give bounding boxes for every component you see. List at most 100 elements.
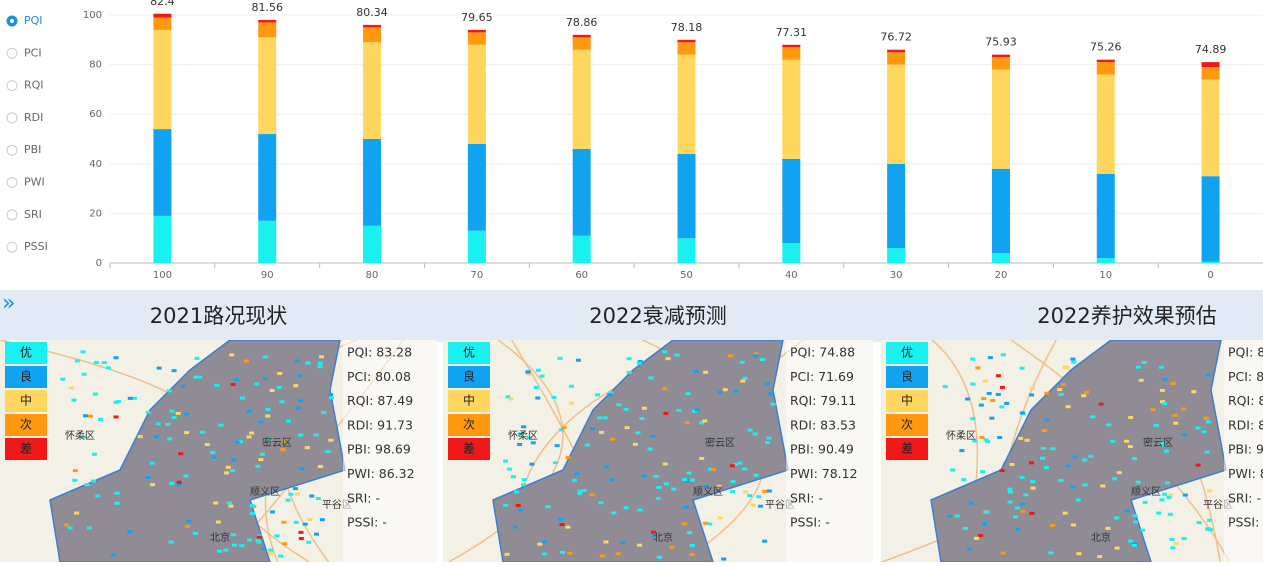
road-segment [636,543,642,547]
road-segment [961,478,967,482]
road-segment [281,520,287,524]
road-segment [651,534,657,538]
road-segment [753,354,759,358]
legend-swatch [886,438,928,460]
road-segment [750,503,756,507]
road-segment [684,421,690,425]
road-segment [1019,476,1025,480]
road-segment [176,480,182,484]
radio-label[interactable]: PSSI [24,240,48,253]
road-segment [1057,388,1063,392]
road-segment [1162,402,1168,406]
radio-button[interactable] [6,112,18,124]
road-segment [1135,480,1141,484]
road-segment [168,540,174,544]
road-segment [169,409,175,413]
road-segment [981,396,987,400]
road-segment [530,441,536,445]
road-segment [265,414,271,418]
road-segment [560,550,566,554]
road-segment [274,534,280,538]
road-segment [968,501,974,505]
road-segment [304,446,310,450]
road-segment [1024,438,1030,442]
road-segment [1071,360,1077,364]
radio-label[interactable]: PQI [24,14,43,27]
bar-total-label: 82.4 [150,0,175,8]
road-segment [650,434,656,438]
radio-label[interactable]: SRI [24,208,42,221]
legend-swatch [448,342,490,364]
radio-button[interactable] [6,209,18,221]
road-segment [693,369,699,373]
road-segment [266,438,272,442]
radio-label[interactable]: PCI [24,46,42,59]
road-segment [1128,416,1134,420]
road-segment [230,533,236,537]
road-segment [277,371,283,375]
stat: RDI: 83.53 [790,417,856,432]
road-segment [1142,500,1148,504]
road-segment [192,532,198,536]
road-segment [305,361,311,365]
road-segment [1173,421,1179,425]
x-tick-label: 10 [1099,270,1112,281]
road-segment [671,487,677,491]
road-segment [155,422,161,426]
road-segment [526,436,532,440]
place-label: 密云区 [705,436,735,449]
radio-label[interactable]: PBI [24,143,41,156]
road-segment [1161,443,1167,447]
panel-title: 2022养护效果预估 [1037,304,1216,328]
bar-segment [991,69,1010,169]
expand-icon[interactable]: » [2,291,15,316]
road-segment [214,383,220,387]
road-segment [313,532,319,536]
road-segment [581,488,587,492]
road-segment [302,522,308,526]
road-segment [650,530,656,534]
road-segment [328,393,334,397]
road-segment [298,399,304,403]
road-segment [298,433,304,437]
legend-label: 中 [463,393,475,408]
road-segment [167,437,173,441]
bar-segment [677,39,696,43]
radio-button[interactable] [6,144,18,156]
bar-segment [363,139,382,226]
legend-label: 良 [20,369,32,384]
stat: RDI: 91.73 [347,417,413,432]
panel-title: 2022衰减预测 [589,304,726,328]
radio-button[interactable] [6,241,18,253]
radio-label[interactable]: RDI [24,111,43,124]
radio-button[interactable] [6,177,18,188]
radio-label[interactable]: RQI [24,79,44,92]
road-segment [959,449,965,453]
radio-label[interactable]: PWI [24,176,45,189]
road-segment [246,409,252,413]
radio-button[interactable] [6,80,18,92]
road-segment [525,370,531,374]
road-segment [169,481,175,485]
road-segment [577,491,583,495]
road-segment [730,480,736,484]
road-segment [656,555,662,559]
stat: PSSI: [1228,515,1259,530]
road-segment [298,530,304,534]
road-segment [1132,457,1138,461]
road-segment [1153,423,1159,427]
road-segment [970,382,976,386]
road-segment [766,436,772,440]
bar-segment [572,235,591,263]
radio-button[interactable] [6,47,18,59]
legend-label: 次 [463,418,475,432]
road-segment [113,356,119,360]
x-tick-label: 70 [470,270,483,281]
road-segment [505,395,511,399]
bar-segment [677,153,696,239]
road-segment [114,491,120,495]
road-segment [722,388,728,392]
road-segment [584,443,590,447]
